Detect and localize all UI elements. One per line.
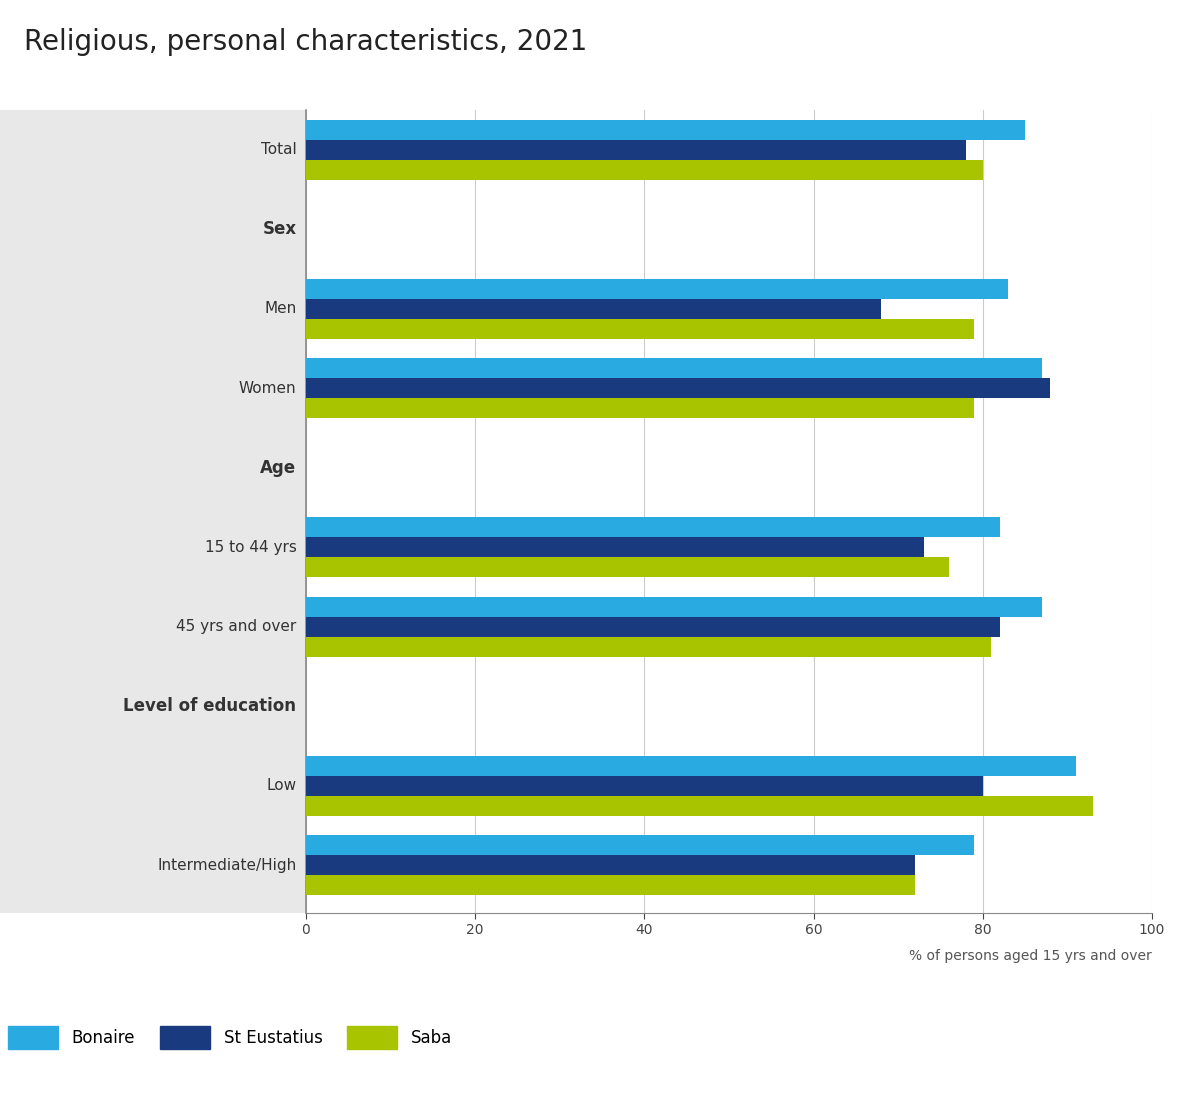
Text: Intermediate/High: Intermediate/High [157, 858, 296, 872]
Bar [306, 537, 924, 558]
Bar [306, 637, 991, 657]
Bar [306, 856, 916, 876]
Bar [306, 120, 1025, 140]
Bar [306, 279, 1008, 299]
Legend: Bonaire, St Eustatius, Saba: Bonaire, St Eustatius, Saba [8, 1025, 452, 1049]
Text: Women: Women [239, 381, 296, 396]
Bar [306, 617, 1000, 637]
Bar [306, 836, 974, 856]
Text: Total: Total [260, 142, 296, 157]
Bar [306, 140, 966, 159]
Text: Low: Low [266, 779, 296, 793]
Bar [306, 398, 974, 418]
Text: Level of education: Level of education [124, 697, 296, 715]
Bar [306, 776, 983, 795]
Text: Men: Men [264, 301, 296, 317]
Bar [306, 319, 974, 339]
Bar [306, 756, 1076, 775]
Bar [306, 299, 881, 319]
Text: 45 yrs and over: 45 yrs and over [176, 619, 296, 635]
Text: Religious, personal characteristics, 2021: Religious, personal characteristics, 202… [24, 28, 587, 55]
Bar [306, 378, 1050, 398]
Text: 15 to 44 yrs: 15 to 44 yrs [204, 540, 296, 554]
Bar [306, 795, 1093, 815]
Bar [306, 160, 983, 179]
Text: Sex: Sex [263, 220, 296, 239]
X-axis label: % of persons aged 15 yrs and over: % of persons aged 15 yrs and over [910, 948, 1152, 962]
Bar [306, 359, 1042, 378]
Text: Age: Age [260, 459, 296, 476]
Bar [306, 558, 949, 578]
Bar [306, 876, 916, 895]
Bar [306, 597, 1042, 617]
Bar [306, 517, 1000, 537]
